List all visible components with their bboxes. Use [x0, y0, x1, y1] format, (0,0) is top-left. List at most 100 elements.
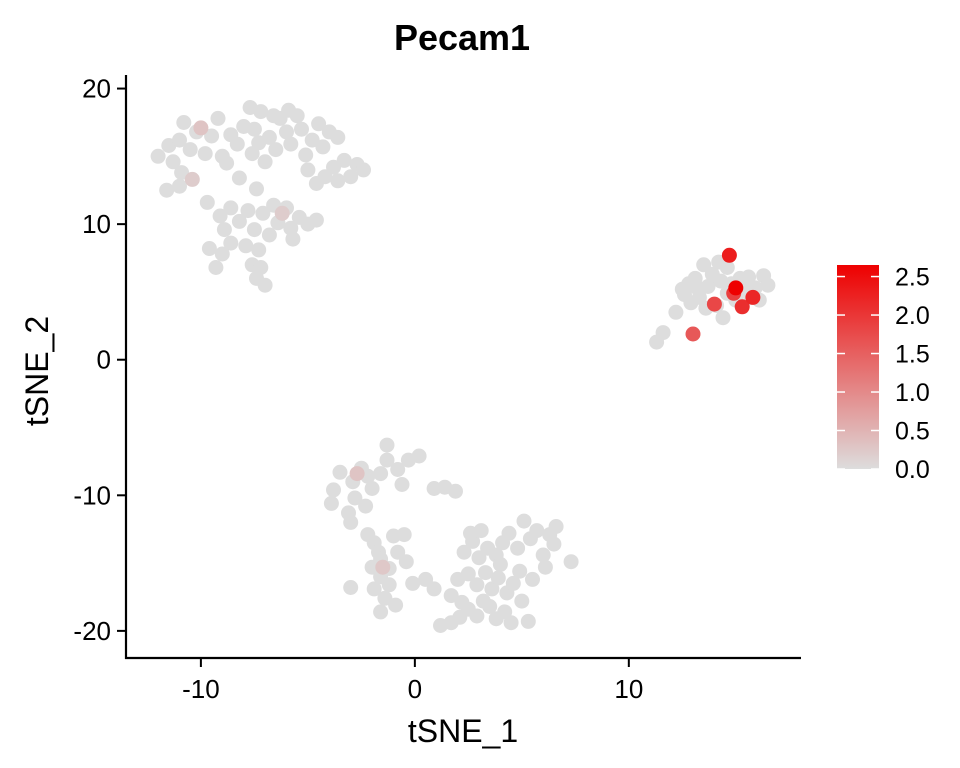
- cell-point: [366, 581, 382, 597]
- cell-point: [356, 162, 371, 178]
- cell-point: [373, 466, 389, 482]
- cell-point: [294, 121, 309, 137]
- cell-point: [197, 146, 213, 162]
- cell-point: [165, 154, 181, 170]
- expressing-cell-point: [734, 299, 750, 315]
- cell-point: [456, 544, 472, 560]
- cell-point: [668, 304, 684, 320]
- cell-point: [201, 241, 217, 256]
- colorbar-tick-label: 0.0: [895, 456, 930, 484]
- cell-point: [300, 162, 316, 178]
- cell-point: [358, 498, 374, 514]
- x-tick-label: 10: [614, 674, 643, 704]
- y-tick-label: -20: [73, 616, 111, 646]
- cell-point: [330, 173, 346, 189]
- cell-point: [281, 102, 297, 118]
- cell-point: [537, 559, 553, 575]
- expressing-cell-point: [685, 326, 701, 342]
- cell-point: [343, 580, 359, 595]
- expressing-cell-point: [193, 120, 209, 136]
- cell-point: [478, 565, 493, 581]
- cell-point: [535, 547, 551, 563]
- expressing-cell-point: [274, 205, 290, 221]
- colorbar-tick-label: 2.5: [895, 264, 930, 292]
- cell-point: [360, 527, 376, 543]
- cell-point: [330, 129, 346, 145]
- cell-point: [454, 594, 470, 610]
- cell-point: [546, 536, 562, 552]
- cell-point: [214, 246, 230, 262]
- cell-point: [174, 165, 190, 181]
- cell-point: [279, 124, 294, 140]
- x-axis-ticks: -10 0 10: [182, 658, 643, 704]
- cell-point: [497, 604, 513, 620]
- cell-point: [246, 121, 262, 137]
- expressing-cell-point: [375, 559, 391, 575]
- cell-point: [210, 110, 226, 126]
- cell-point: [548, 519, 564, 534]
- cell-point: [510, 540, 526, 556]
- cell-point: [520, 613, 536, 629]
- cell-point: [741, 269, 757, 285]
- cell-point: [448, 483, 463, 499]
- cell-point: [285, 231, 301, 247]
- cell-point: [159, 182, 175, 198]
- cell-point: [390, 544, 406, 560]
- colorbar-tick-label: 1.0: [895, 379, 930, 407]
- cell-point: [308, 212, 324, 228]
- cell-point: [525, 571, 540, 587]
- cell-point: [347, 490, 363, 506]
- cell-point: [343, 169, 359, 185]
- cell-point: [323, 495, 339, 511]
- cell-point: [398, 554, 414, 570]
- cell-point: [212, 208, 228, 224]
- cell-point: [326, 482, 341, 498]
- cell-point: [315, 139, 331, 155]
- cell-point: [469, 608, 485, 624]
- y-tick-label: 0: [97, 345, 111, 375]
- cell-point: [261, 227, 277, 243]
- x-axis-title: tSNE_1: [408, 713, 518, 749]
- colorbar-tick-label: 2.0: [895, 302, 930, 330]
- cell-point: [231, 213, 247, 229]
- cell-point: [492, 556, 508, 572]
- cell-point: [255, 205, 271, 221]
- cell-point: [336, 152, 352, 168]
- expressing-cell-point: [706, 296, 722, 312]
- cell-point: [394, 477, 410, 492]
- cell-point: [253, 104, 269, 120]
- cell-point: [257, 277, 273, 293]
- cell-point: [208, 260, 224, 275]
- cell-point: [396, 527, 412, 543]
- cell-point: [182, 142, 198, 158]
- cell-point: [373, 604, 389, 620]
- cell-point: [172, 178, 187, 194]
- expressing-cell-point: [349, 466, 365, 482]
- cell-point: [204, 128, 220, 144]
- cell-point: [529, 523, 545, 539]
- cell-point: [426, 581, 442, 597]
- cell-point: [176, 115, 192, 130]
- cell-point: [514, 593, 530, 609]
- cell-point: [249, 181, 264, 197]
- cell-point: [760, 277, 776, 293]
- cell-point: [471, 550, 487, 566]
- chart-title: Pecam1: [394, 17, 530, 58]
- colorbar: [837, 265, 879, 469]
- colorbar-tick-label: 0.5: [895, 418, 930, 446]
- cell-point: [244, 146, 260, 162]
- cell-point: [484, 581, 500, 597]
- cell-point: [251, 242, 267, 258]
- cell-point: [379, 452, 395, 468]
- cell-point: [501, 525, 517, 541]
- cell-point: [379, 437, 395, 453]
- cell-point: [246, 222, 262, 238]
- cell-point: [364, 481, 380, 496]
- cell-point: [563, 554, 579, 570]
- cell-point: [505, 575, 521, 591]
- colorbar-tick-label: 1.5: [895, 341, 930, 369]
- cell-point: [219, 155, 235, 171]
- cell-point: [261, 129, 277, 145]
- cell-point: [332, 464, 348, 480]
- expressing-cell-point: [721, 247, 737, 263]
